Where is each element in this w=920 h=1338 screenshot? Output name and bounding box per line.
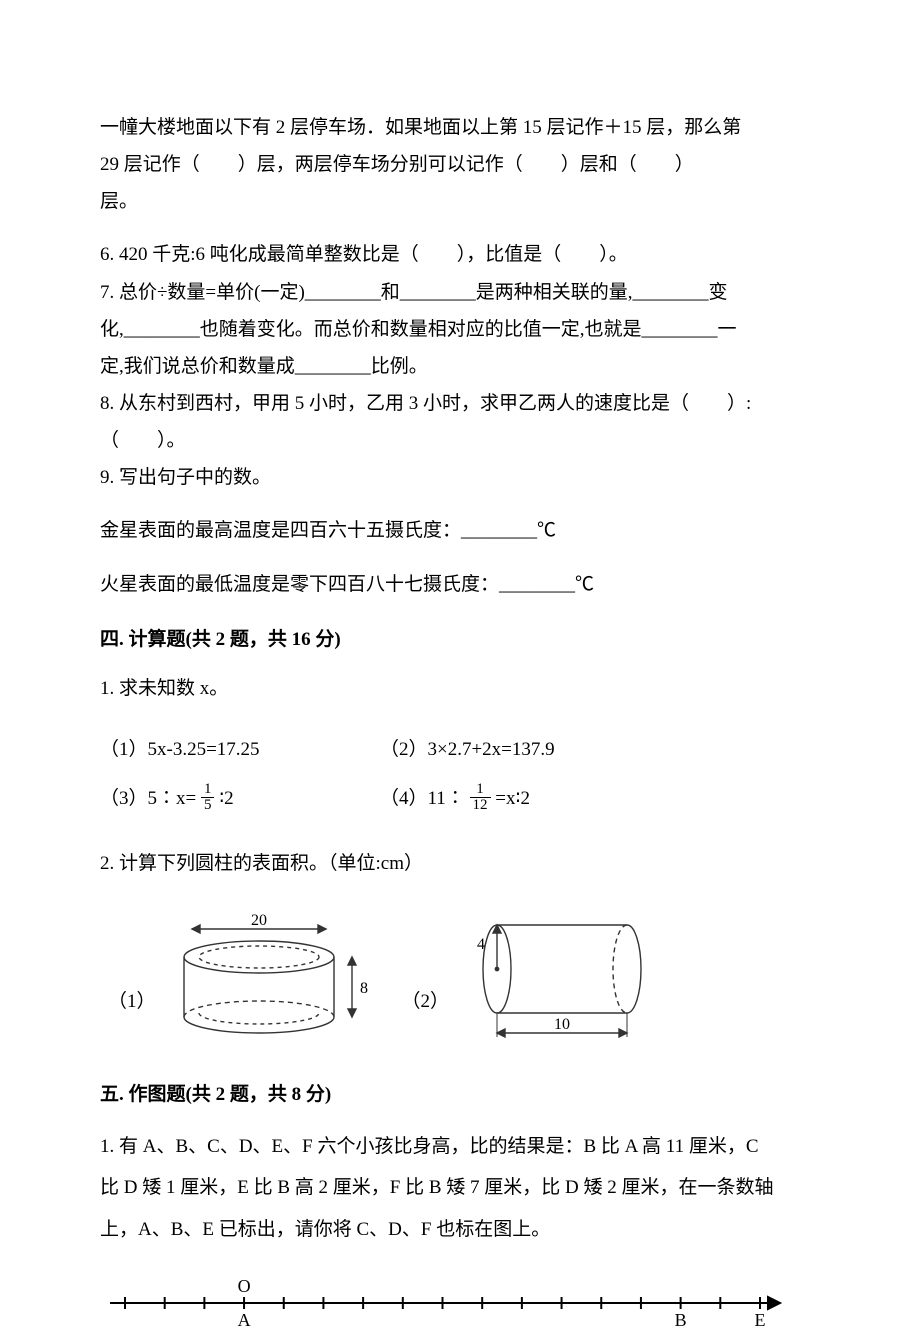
- sec5-q1-l2: 比 D 矮 1 厘米，E 比 B 高 2 厘米，F 比 B 矮 7 厘米，比 D…: [100, 1168, 820, 1208]
- sec5-q1-l1: 1. 有 A、B、C、D、E、F 六个小孩比身高，比的结果是：B 比 A 高 1…: [100, 1127, 820, 1167]
- eq2-right: （4）11∶ 112 =x∶2: [380, 781, 530, 816]
- numline-label-E: E: [755, 1310, 766, 1330]
- sec4-q1: 1. 求未知数 x。: [100, 671, 820, 706]
- eq2-left: （3）5∶x= 15 ∶2: [100, 781, 380, 816]
- number-line: O A B E: [100, 1268, 820, 1338]
- fig2-radius: 4: [477, 936, 485, 953]
- q7-l1: 7. 总价÷数量=单价(一定)________和________是两种相关联的量…: [100, 275, 820, 310]
- fig1-diameter: 20: [251, 912, 267, 929]
- numline-label-O: O: [238, 1276, 251, 1296]
- eq1-left: （1）5x-3.25=17.25: [100, 732, 380, 767]
- section-4-title: 四. 计算题(共 2 题，共 16 分): [100, 622, 820, 657]
- numline-label-A: A: [238, 1310, 251, 1330]
- numline-label-B: B: [675, 1310, 687, 1330]
- section-5-title: 五. 作图题(共 2 题，共 8 分): [100, 1077, 820, 1112]
- eq2-left-post: ∶2: [214, 788, 233, 809]
- q-building-l1: 一幢大楼地面以下有 2 层停车场．如果地面以上第 15 层记作＋15 层，那么第: [100, 110, 820, 145]
- figure-row: （1） 20 8 （2）: [100, 899, 820, 1049]
- q-building-l3: 层。: [100, 184, 820, 219]
- cylinder-figure-1: 20 8: [164, 909, 374, 1049]
- q7-l3: 定,我们说总价和数量成________比例。: [100, 349, 820, 384]
- fig1-label: （1）: [108, 984, 156, 1019]
- sec5-q1-l3: 上，A、B、E 已标出，请你将 C、D、F 也标在图上。: [100, 1210, 820, 1250]
- eq2-right-post: =x∶2: [491, 788, 530, 809]
- fraction-1-12: 112: [470, 782, 491, 815]
- q8-l2: （ ）。: [100, 423, 820, 458]
- q-building-l2: 29 层记作（ ）层，两层停车场分别可以记作（ ）层和（ ）: [100, 147, 820, 182]
- fraction-1-5: 15: [201, 782, 215, 815]
- q9-title: 9. 写出句子中的数。: [100, 460, 820, 495]
- fig2-width: 10: [554, 1016, 570, 1033]
- q9-l2: 火星表面的最低温度是零下四百八十七摄氏度：________℃: [100, 567, 820, 602]
- q6: 6. 420 千克:6 吨化成最简单整数比是（ ），比值是（ ）。: [100, 237, 820, 272]
- q8-l1: 8. 从东村到西村，甲用 5 小时，乙用 3 小时，求甲乙两人的速度比是（ ）:: [100, 386, 820, 421]
- q9-l1: 金星表面的最高温度是四百六十五摄氏度：________℃: [100, 513, 820, 548]
- fig1-height: 8: [360, 980, 368, 997]
- q7-l2: 化,________也随着变化。而总价和数量相对应的比值一定,也就是______…: [100, 312, 820, 347]
- eq2-right-pre: （4）11∶: [380, 788, 470, 809]
- sec4-q2: 2. 计算下列圆柱的表面积。（单位:cm）: [100, 846, 820, 881]
- eq1-right: （2）3×2.7+2x=137.9: [380, 732, 555, 767]
- eq2-left-pre: （3）5∶x=: [100, 788, 201, 809]
- cylinder-figure-2: 4 10: [457, 899, 667, 1049]
- fig2-label: （2）: [402, 984, 450, 1019]
